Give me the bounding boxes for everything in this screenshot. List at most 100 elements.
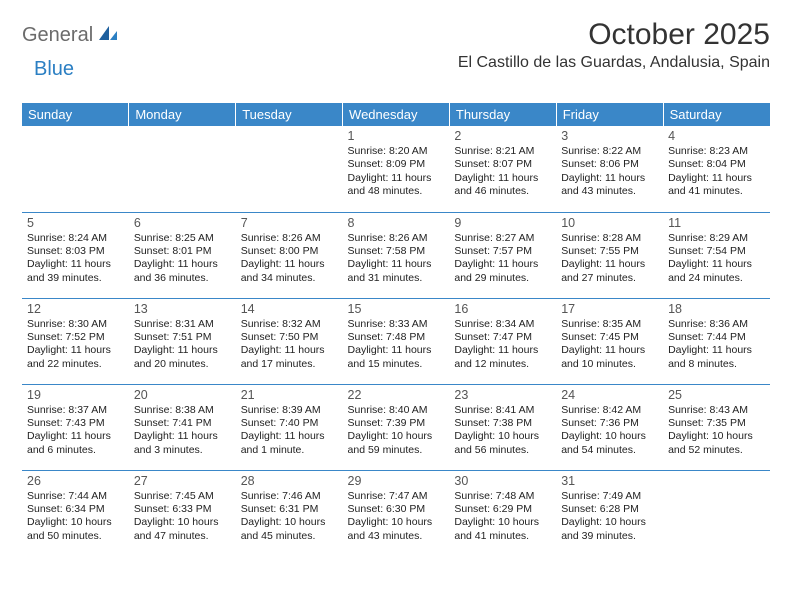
calendar-day-cell: 23Sunrise: 8:41 AMSunset: 7:38 PMDayligh… (449, 384, 556, 470)
day-number: 25 (668, 387, 765, 403)
calendar-day-cell: 13Sunrise: 8:31 AMSunset: 7:51 PMDayligh… (129, 298, 236, 384)
day-number: 4 (668, 128, 765, 144)
calendar-day-cell: 17Sunrise: 8:35 AMSunset: 7:45 PMDayligh… (556, 298, 663, 384)
sunrise-text: Sunrise: 8:35 AM (561, 318, 658, 331)
calendar-day-cell: 9Sunrise: 8:27 AMSunset: 7:57 PMDaylight… (449, 212, 556, 298)
day-number: 18 (668, 301, 765, 317)
daylight-text: Daylight: 10 hours and 54 minutes. (561, 430, 658, 457)
daylight-text: Daylight: 11 hours and 46 minutes. (454, 172, 551, 199)
day-number: 10 (561, 215, 658, 231)
calendar-day-cell: 16Sunrise: 8:34 AMSunset: 7:47 PMDayligh… (449, 298, 556, 384)
day-number: 27 (134, 473, 231, 489)
sunrise-text: Sunrise: 7:44 AM (27, 490, 124, 503)
daylight-text: Daylight: 11 hours and 22 minutes. (27, 344, 124, 371)
sunset-text: Sunset: 8:09 PM (348, 158, 445, 171)
sunrise-text: Sunrise: 8:31 AM (134, 318, 231, 331)
day-header: Wednesday (343, 103, 450, 126)
sunrise-text: Sunrise: 8:28 AM (561, 232, 658, 245)
daylight-text: Daylight: 11 hours and 12 minutes. (454, 344, 551, 371)
sunrise-text: Sunrise: 8:43 AM (668, 404, 765, 417)
calendar-day-cell: 29Sunrise: 7:47 AMSunset: 6:30 PMDayligh… (343, 470, 450, 556)
calendar-day-cell: 6Sunrise: 8:25 AMSunset: 8:01 PMDaylight… (129, 212, 236, 298)
sunset-text: Sunset: 7:44 PM (668, 331, 765, 344)
day-number: 13 (134, 301, 231, 317)
sunset-text: Sunset: 7:55 PM (561, 245, 658, 258)
sunrise-text: Sunrise: 7:46 AM (241, 490, 338, 503)
calendar-week-row: 1Sunrise: 8:20 AMSunset: 8:09 PMDaylight… (22, 126, 770, 212)
day-header: Saturday (663, 103, 770, 126)
daylight-text: Daylight: 10 hours and 52 minutes. (668, 430, 765, 457)
daylight-text: Daylight: 11 hours and 29 minutes. (454, 258, 551, 285)
sunrise-text: Sunrise: 8:29 AM (668, 232, 765, 245)
sunset-text: Sunset: 7:41 PM (134, 417, 231, 430)
day-number: 23 (454, 387, 551, 403)
daylight-text: Daylight: 11 hours and 31 minutes. (348, 258, 445, 285)
sunrise-text: Sunrise: 8:38 AM (134, 404, 231, 417)
day-number: 1 (348, 128, 445, 144)
daylight-text: Daylight: 11 hours and 43 minutes. (561, 172, 658, 199)
calendar-day-cell: 21Sunrise: 8:39 AMSunset: 7:40 PMDayligh… (236, 384, 343, 470)
sunrise-text: Sunrise: 8:26 AM (241, 232, 338, 245)
sunrise-text: Sunrise: 8:24 AM (27, 232, 124, 245)
calendar-week-row: 5Sunrise: 8:24 AMSunset: 8:03 PMDaylight… (22, 212, 770, 298)
sunrise-text: Sunrise: 8:22 AM (561, 145, 658, 158)
day-number: 6 (134, 215, 231, 231)
sunrise-text: Sunrise: 7:49 AM (561, 490, 658, 503)
day-number: 16 (454, 301, 551, 317)
sunset-text: Sunset: 7:52 PM (27, 331, 124, 344)
daylight-text: Daylight: 11 hours and 20 minutes. (134, 344, 231, 371)
day-header: Monday (129, 103, 236, 126)
daylight-text: Daylight: 11 hours and 24 minutes. (668, 258, 765, 285)
calendar-empty-cell (22, 126, 129, 212)
calendar-day-cell: 19Sunrise: 8:37 AMSunset: 7:43 PMDayligh… (22, 384, 129, 470)
sunrise-text: Sunrise: 8:42 AM (561, 404, 658, 417)
calendar-day-cell: 28Sunrise: 7:46 AMSunset: 6:31 PMDayligh… (236, 470, 343, 556)
day-number: 20 (134, 387, 231, 403)
day-number: 21 (241, 387, 338, 403)
sunrise-text: Sunrise: 8:32 AM (241, 318, 338, 331)
daylight-text: Daylight: 11 hours and 27 minutes. (561, 258, 658, 285)
calendar-day-cell: 3Sunrise: 8:22 AMSunset: 8:06 PMDaylight… (556, 126, 663, 212)
sunrise-text: Sunrise: 8:23 AM (668, 145, 765, 158)
calendar-day-cell: 27Sunrise: 7:45 AMSunset: 6:33 PMDayligh… (129, 470, 236, 556)
sunrise-text: Sunrise: 8:27 AM (454, 232, 551, 245)
daylight-text: Daylight: 11 hours and 17 minutes. (241, 344, 338, 371)
day-number: 22 (348, 387, 445, 403)
daylight-text: Daylight: 11 hours and 34 minutes. (241, 258, 338, 285)
calendar-day-cell: 2Sunrise: 8:21 AMSunset: 8:07 PMDaylight… (449, 126, 556, 212)
sunrise-text: Sunrise: 8:30 AM (27, 318, 124, 331)
calendar-empty-cell (236, 126, 343, 212)
sunset-text: Sunset: 6:29 PM (454, 503, 551, 516)
daylight-text: Daylight: 10 hours and 45 minutes. (241, 516, 338, 543)
daylight-text: Daylight: 10 hours and 50 minutes. (27, 516, 124, 543)
calendar-day-cell: 26Sunrise: 7:44 AMSunset: 6:34 PMDayligh… (22, 470, 129, 556)
sunrise-text: Sunrise: 8:36 AM (668, 318, 765, 331)
calendar-day-cell: 31Sunrise: 7:49 AMSunset: 6:28 PMDayligh… (556, 470, 663, 556)
sunset-text: Sunset: 7:39 PM (348, 417, 445, 430)
sunrise-text: Sunrise: 8:40 AM (348, 404, 445, 417)
logo-sail-icon (97, 24, 119, 47)
day-number: 5 (27, 215, 124, 231)
sunset-text: Sunset: 8:00 PM (241, 245, 338, 258)
calendar-day-cell: 15Sunrise: 8:33 AMSunset: 7:48 PMDayligh… (343, 298, 450, 384)
calendar-table: SundayMondayTuesdayWednesdayThursdayFrid… (22, 103, 770, 556)
sunrise-text: Sunrise: 8:21 AM (454, 145, 551, 158)
daylight-text: Daylight: 10 hours and 41 minutes. (454, 516, 551, 543)
calendar-day-cell: 1Sunrise: 8:20 AMSunset: 8:09 PMDaylight… (343, 126, 450, 212)
calendar-day-cell: 25Sunrise: 8:43 AMSunset: 7:35 PMDayligh… (663, 384, 770, 470)
sunrise-text: Sunrise: 8:41 AM (454, 404, 551, 417)
day-number: 15 (348, 301, 445, 317)
sunset-text: Sunset: 6:28 PM (561, 503, 658, 516)
daylight-text: Daylight: 10 hours and 47 minutes. (134, 516, 231, 543)
day-number: 26 (27, 473, 124, 489)
day-number: 24 (561, 387, 658, 403)
calendar-empty-cell (129, 126, 236, 212)
sunset-text: Sunset: 7:43 PM (27, 417, 124, 430)
daylight-text: Daylight: 11 hours and 6 minutes. (27, 430, 124, 457)
sunset-text: Sunset: 6:31 PM (241, 503, 338, 516)
calendar-day-cell: 30Sunrise: 7:48 AMSunset: 6:29 PMDayligh… (449, 470, 556, 556)
sunset-text: Sunset: 7:36 PM (561, 417, 658, 430)
daylight-text: Daylight: 11 hours and 10 minutes. (561, 344, 658, 371)
daylight-text: Daylight: 11 hours and 3 minutes. (134, 430, 231, 457)
logo: General (22, 18, 121, 47)
